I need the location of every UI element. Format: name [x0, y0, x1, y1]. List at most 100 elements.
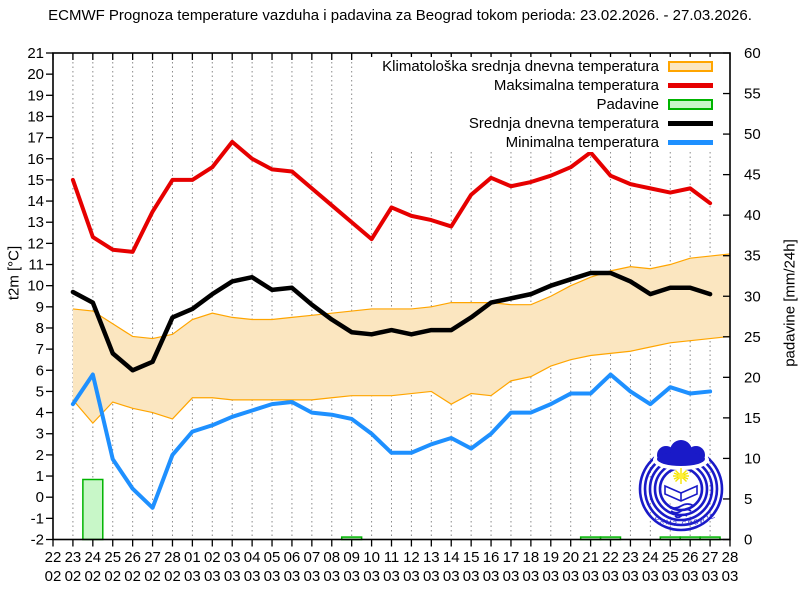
x-tick-day-label: 01 — [184, 549, 201, 566]
left-tick-label: -1 — [31, 510, 44, 527]
x-tick-month-label: 03 — [562, 568, 579, 585]
right-tick-label: 45 — [744, 167, 761, 184]
x-tick-month-label: 03 — [602, 568, 619, 585]
x-tick-month-label: 03 — [423, 568, 440, 585]
right-tick-label: 0 — [744, 532, 752, 549]
x-tick-month-label: 03 — [284, 568, 301, 585]
x-tick-day-label: 28 — [164, 549, 181, 566]
x-tick-month-label: 02 — [65, 568, 82, 585]
left-tick-label: 19 — [27, 87, 44, 104]
x-tick-month-label: 02 — [84, 568, 101, 585]
left-tick-label: 11 — [28, 257, 44, 274]
x-tick-month-label: 03 — [523, 568, 540, 585]
legend-label: Maksimalna temperatura — [493, 77, 659, 94]
left-tick-label: 17 — [27, 130, 44, 147]
min-temp-swatch — [668, 140, 713, 145]
right-tick-label: 55 — [744, 86, 761, 103]
x-tick-month-label: 03 — [682, 568, 699, 585]
x-tick-month-label: 03 — [224, 568, 241, 585]
legend-item-precip: Padavine — [366, 95, 718, 114]
right-tick-label: 50 — [744, 126, 761, 143]
x-tick-day-label: 05 — [264, 549, 281, 566]
right-tick-label: 20 — [744, 369, 761, 386]
legend-item-max-temp: Maksimalna temperatura — [366, 76, 718, 95]
legend-item-climate-band: Klimatološka srednja dnevna temperatura — [366, 57, 718, 76]
x-tick-month-label: 03 — [702, 568, 719, 585]
right-tick-label: 30 — [744, 288, 761, 305]
climate-band — [72, 253, 731, 424]
x-tick-month-label: 03 — [463, 568, 480, 585]
x-tick-day-label: 27 — [702, 549, 719, 566]
left-tick-label: 20 — [27, 66, 44, 83]
x-tick-month-label: 02 — [45, 568, 62, 585]
legend-label: Padavine — [596, 96, 659, 113]
x-tick-day-label: 02 — [204, 549, 221, 566]
precip-swatch — [668, 99, 713, 110]
x-tick-month-label: 02 — [124, 568, 141, 585]
rhmz-logo: РХМЗ СРБИЈЕ — [638, 440, 724, 532]
x-tick-month-label: 03 — [403, 568, 420, 585]
x-tick-day-label: 07 — [304, 549, 321, 566]
x-tick-month-label: 03 — [503, 568, 520, 585]
precip-bar — [82, 478, 104, 541]
legend-label: Minimalna temperatura — [505, 134, 659, 151]
right-tick-label: 35 — [744, 248, 761, 265]
x-tick-day-label: 26 — [682, 549, 699, 566]
book-icon — [664, 484, 698, 502]
x-tick-day-label: 17 — [503, 549, 520, 566]
x-tick-day-label: 27 — [144, 549, 161, 566]
legend-label: Srednja dnevna temperatura — [468, 115, 659, 132]
x-tick-month-label: 03 — [264, 568, 281, 585]
x-tick-day-label: 24 — [642, 549, 659, 566]
x-tick-day-label: 12 — [403, 549, 420, 566]
mean-temp-line — [70, 270, 713, 373]
left-tick-label: 1 — [36, 468, 44, 485]
x-tick-month-label: 03 — [483, 568, 500, 585]
right-tick-label: 25 — [744, 329, 761, 346]
right-tick-label: 10 — [744, 450, 761, 467]
left-tick-label: 4 — [36, 405, 44, 422]
left-tick-label: 5 — [36, 383, 44, 400]
x-tick-day-label: 26 — [124, 549, 141, 566]
left-tick-label: 8 — [36, 320, 44, 337]
x-tick-day-label: 15 — [463, 549, 480, 566]
right-tick-label: 60 — [744, 45, 761, 62]
x-tick-day-label: 21 — [582, 549, 599, 566]
x-tick-month-label: 03 — [363, 568, 380, 585]
x-tick-month-label: 03 — [542, 568, 559, 585]
climate-band-swatch — [668, 61, 713, 72]
x-tick-day-label: 09 — [343, 549, 360, 566]
x-tick-day-label: 14 — [443, 549, 460, 566]
x-tick-day-label: 13 — [423, 549, 440, 566]
x-tick-day-label: 10 — [363, 549, 380, 566]
left-tick-label: 9 — [36, 299, 44, 316]
x-tick-month-label: 03 — [443, 568, 460, 585]
x-tick-day-label: 22 — [45, 549, 62, 566]
water-waves-icon — [667, 503, 695, 519]
x-tick-month-label: 03 — [622, 568, 639, 585]
climate-band-lower-edge — [72, 335, 731, 425]
x-tick-month-label: 03 — [343, 568, 360, 585]
x-tick-month-label: 02 — [104, 568, 121, 585]
left-tick-label: 13 — [27, 214, 44, 231]
x-tick-month-label: 02 — [164, 568, 181, 585]
x-tick-month-label: 03 — [642, 568, 659, 585]
left-tick-label: 0 — [36, 489, 44, 506]
x-tick-month-label: 03 — [184, 568, 201, 585]
left-tick-label: 2 — [36, 447, 44, 464]
x-tick-day-label: 06 — [284, 549, 301, 566]
x-tick-day-label: 11 — [384, 549, 400, 566]
left-tick-label: 16 — [27, 151, 44, 168]
left-tick-label: 21 — [27, 45, 44, 62]
x-tick-day-label: 25 — [104, 549, 121, 566]
x-tick-day-label: 22 — [602, 549, 619, 566]
x-tick-month-label: 03 — [304, 568, 321, 585]
x-tick-day-label: 16 — [483, 549, 500, 566]
chart-title: ECMWF Prognoza temperature vazduha i pad… — [48, 7, 752, 24]
x-tick-day-label: 28 — [722, 549, 739, 566]
x-tick-day-label: 23 — [622, 549, 639, 566]
x-tick-day-label: 18 — [523, 549, 540, 566]
right-tick-label: 5 — [744, 491, 752, 508]
x-tick-day-label: 08 — [323, 549, 340, 566]
left-tick-label: 14 — [27, 193, 44, 210]
